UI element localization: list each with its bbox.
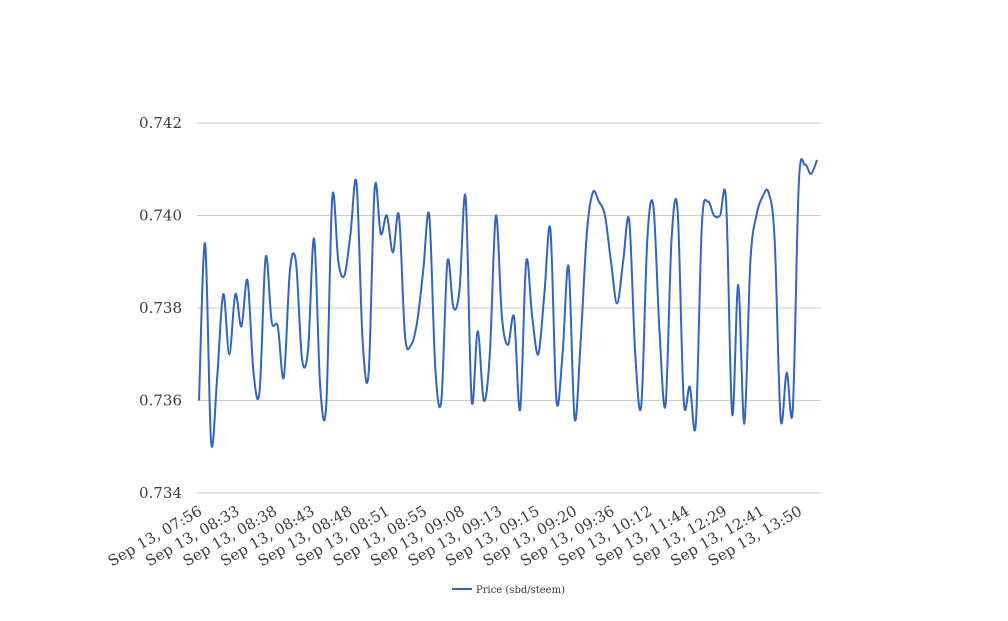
series-line-price[interactable] — [198, 158, 818, 448]
y-tick-label: 0.736 — [139, 392, 182, 410]
legend-label-price: Price (sbd/steem) — [476, 585, 565, 596]
y-axis-ticks: 0.734 0.736 0.738 0.740 0.742 — [139, 114, 182, 502]
y-tick-label: 0.734 — [139, 484, 182, 502]
series-layer — [198, 158, 818, 448]
y-tick-label: 0.740 — [139, 207, 182, 225]
grid-lines — [197, 122, 821, 494]
legend[interactable]: Price (sbd/steem) — [452, 585, 565, 596]
y-tick-label: 0.742 — [139, 114, 182, 132]
y-tick-label: 0.738 — [139, 299, 182, 317]
